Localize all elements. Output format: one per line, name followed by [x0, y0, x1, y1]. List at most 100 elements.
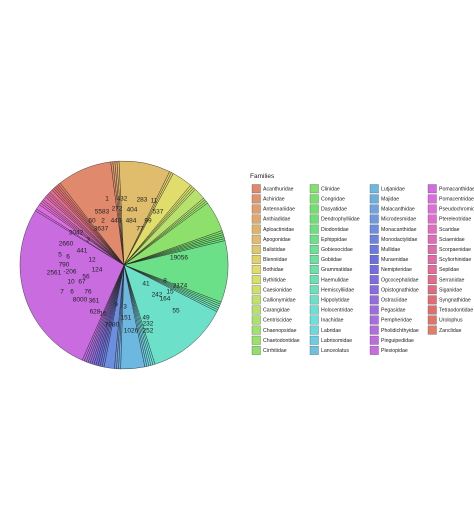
legend-swatch: [309, 325, 319, 335]
legend-item: Congridae: [309, 194, 345, 204]
legend-item: Pegasidae: [369, 305, 406, 315]
legend-item: Urolophus: [427, 315, 463, 325]
slice-label: 790: [59, 262, 70, 269]
legend-swatch: [251, 275, 261, 285]
legend-label: Hemiscylliidae: [321, 287, 354, 293]
slice-label: 10: [67, 279, 75, 286]
legend-label: Grammatidae: [321, 267, 353, 273]
legend-item: Siganidae: [427, 285, 462, 295]
legend-swatch: [251, 265, 261, 274]
legend-swatch: [427, 184, 437, 194]
slice-label: 361: [89, 298, 100, 305]
legend-item: Pseudochromidae: [427, 204, 474, 214]
legend-swatch: [369, 234, 379, 244]
slice-label: 283: [137, 197, 148, 204]
legend-label: Pegasidae: [381, 308, 406, 314]
legend-label: Congridae: [321, 196, 345, 202]
legend-item: Ephippidae: [309, 234, 347, 244]
legend-label: Pinguipedidae: [381, 338, 414, 344]
legend-label: Ogcocephalidae: [381, 277, 419, 283]
legend-item: Gobiesocidae: [309, 244, 353, 254]
legend-label: Clinidae: [321, 186, 340, 192]
legend-swatch: [251, 244, 261, 254]
legend-label: Syngnathidae: [439, 297, 471, 303]
legend-swatch: [309, 234, 319, 244]
slice-label: 2561: [47, 270, 62, 277]
slice-label: 3: [123, 304, 127, 311]
legend-swatch: [309, 224, 319, 234]
legend-label: Siganidae: [439, 287, 462, 293]
legend-item: Holocentridae: [309, 305, 353, 315]
legend-label: Malacanthidae: [381, 207, 415, 213]
legend-swatch: [251, 335, 261, 345]
slice-label: 8000: [73, 297, 88, 304]
legend-swatch: [369, 335, 379, 345]
legend-swatch: [251, 184, 261, 194]
slice-label: 11: [151, 198, 158, 205]
legend-swatch: [309, 285, 319, 295]
legend-item: Scaridae: [427, 224, 460, 234]
legend-swatch: [251, 214, 261, 224]
legend-item: Lanceolatus: [309, 345, 349, 355]
legend-label: Sciaenidae: [439, 237, 465, 243]
legend-label: Mullidae: [381, 247, 400, 253]
legend-label: Acanthuridae: [263, 186, 294, 192]
slice-label: 7: [60, 289, 64, 296]
legend-label: Dendrophylliidae: [321, 217, 360, 223]
legend-swatch: [309, 255, 319, 264]
slice-label: 404: [127, 207, 138, 214]
legend-label: Apogonidae: [263, 237, 291, 243]
legend-label: Sepiidae: [439, 267, 459, 273]
slice-label: 628: [90, 309, 101, 316]
legend-swatch: [369, 204, 379, 214]
slice-label: 41: [142, 281, 150, 288]
legend-label: Ephippidae: [321, 237, 347, 243]
slice-label: -206: [63, 269, 76, 276]
legend-item: Scorpaenidae: [427, 244, 471, 254]
legend-item: Nemipteridae: [369, 265, 412, 274]
slice-label: 6: [70, 289, 74, 296]
slice-label: 252: [143, 328, 154, 335]
slice-label: 164: [160, 296, 171, 303]
legend-item: Mullidae: [369, 244, 400, 254]
legend-item: Labridae: [309, 325, 341, 335]
slice-label: 3174: [173, 283, 188, 290]
slice-label: 76: [84, 289, 92, 296]
legend-label: Gobiidae: [321, 257, 342, 263]
slice-label: 67: [78, 279, 86, 286]
slice-label: 49: [142, 315, 150, 322]
legend-item: Plesiopidae: [369, 345, 408, 355]
legend-swatch: [427, 315, 437, 325]
legend-label: Achiridae: [263, 196, 285, 202]
legend-swatch: [251, 345, 261, 355]
legend-item: Lutjanidae: [369, 184, 405, 194]
legend-swatch: [369, 305, 379, 315]
legend-label: Labridae: [321, 328, 341, 334]
legend-label: Scorpaenidae: [439, 247, 471, 253]
legend-label: Lutjanidae: [381, 186, 405, 192]
slice-label: 432: [117, 196, 128, 203]
legend-swatch: [251, 325, 261, 335]
legend-swatch: [309, 194, 319, 204]
legend-swatch: [251, 315, 261, 325]
legend-swatch: [309, 184, 319, 194]
slice-label: 232: [143, 321, 154, 328]
legend-label: Microdesmidae: [381, 217, 416, 223]
legend-label: Pseudochromidae: [439, 207, 474, 213]
legend-label: Serranidae: [439, 277, 464, 283]
legend-swatch: [427, 275, 437, 285]
legend-swatch: [309, 265, 319, 274]
legend-label: Majidae: [381, 196, 399, 202]
legend-label: Zanclidae: [439, 328, 462, 334]
slice-label: 441: [77, 248, 88, 255]
legend-swatch: [369, 184, 379, 194]
legend-item: Pomacentridae: [427, 194, 474, 204]
slice-label: 151: [121, 315, 132, 322]
legend-item: Chaetodontidae: [251, 335, 300, 345]
legend-label: Caesionidae: [263, 287, 292, 293]
legend-item: Ostraciidae: [369, 295, 407, 305]
legend-item: Hippolytidae: [309, 295, 350, 305]
legend-item: Monodactylidae: [369, 234, 417, 244]
legend-item: Pholidichthyidae: [369, 325, 419, 335]
legend-item: Apogonidae: [251, 234, 291, 244]
